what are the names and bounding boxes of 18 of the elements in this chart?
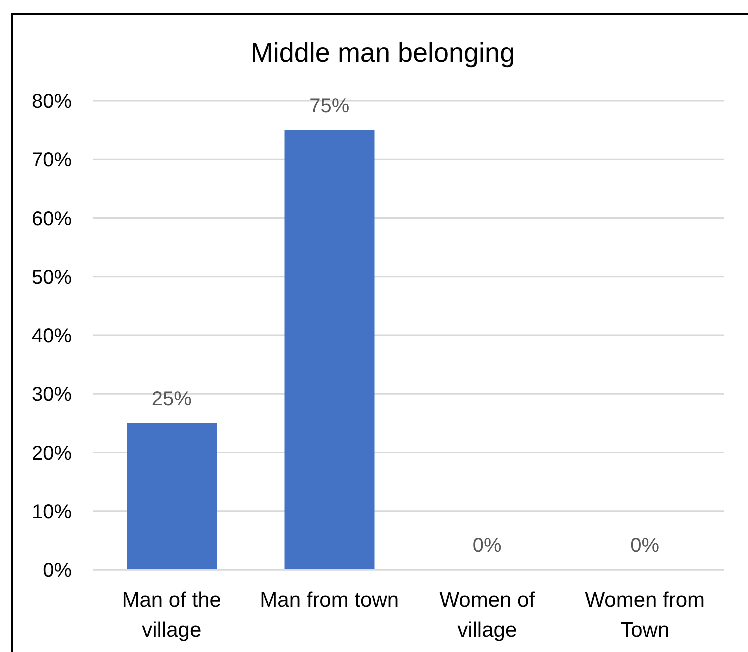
data-label: 75% [310,95,350,118]
y-tick-label: 80% [32,91,72,114]
y-tick-label: 20% [32,442,72,465]
x-tick-label: Women of village [440,588,536,642]
chart-title: Middle man belonging [250,38,516,68]
y-tick-label: 10% [32,501,72,524]
data-label: 0% [472,535,502,557]
y-tick-label: 0% [43,560,72,582]
y-tick-label: 60% [32,208,72,230]
x-tick-label: Man from town [260,588,400,612]
x-tick-label: Man of the village [122,588,222,642]
y-tick-label: 70% [32,150,72,172]
y-tick-label: 50% [32,266,72,289]
y-tick-label: 40% [32,326,72,348]
x-tick-label: Women from Town [585,588,706,642]
data-label: 0% [630,535,660,557]
y-tick-label: 30% [32,384,72,406]
data-label: 25% [152,388,192,410]
